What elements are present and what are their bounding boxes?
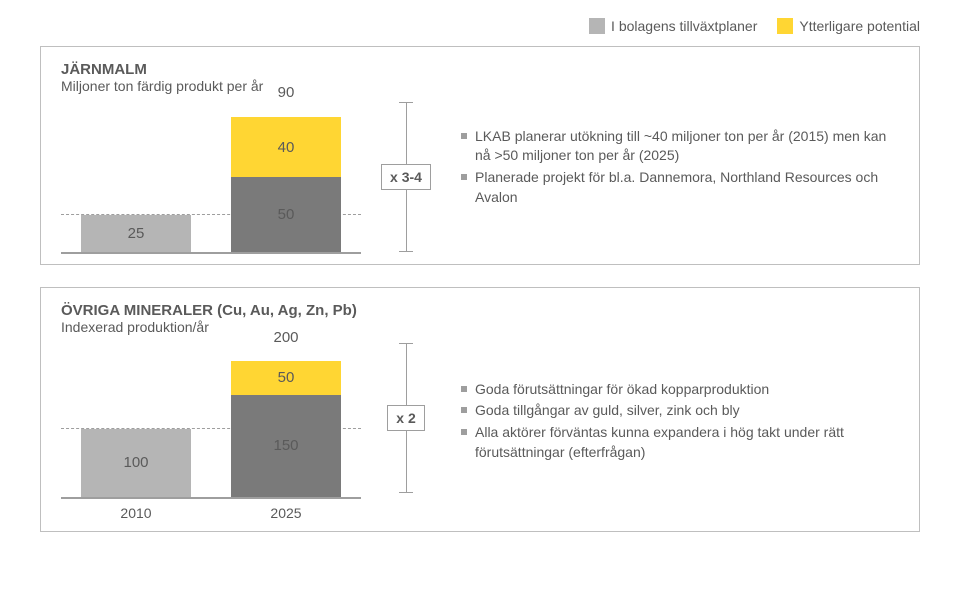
bullet-item: Goda tillgångar av guld, silver, zink oc… [461, 401, 899, 421]
bar-segment: 25 [81, 215, 191, 253]
legend-item-potential: Ytterligare potential [777, 18, 920, 34]
bar-total-label: 90 [231, 84, 341, 101]
bar-segment: 150 [231, 395, 341, 497]
bar-segment: 50 [231, 177, 341, 252]
section1-subtitle: Miljoner ton färdig produkt per år [61, 78, 899, 94]
section2-bars: 100 20015050 [61, 349, 361, 499]
legend-swatch-plan [589, 18, 605, 34]
legend-label-potential: Ytterligare potential [799, 18, 920, 34]
mult-line-icon [406, 344, 407, 405]
bar-segment: 40 [231, 117, 341, 177]
bar-column: 25 [81, 104, 191, 252]
bar-column: 100 [81, 349, 191, 497]
axis-label-2010: 2010 [81, 505, 191, 521]
mult-cap-bot-icon [399, 251, 413, 252]
section1-row: 25 905040 x 3-4 LKAB planerar utökning ti… [61, 102, 899, 254]
section2-chart: 100 20015050 2010 2025 [61, 349, 361, 521]
section2-axis: 2010 2025 [61, 505, 361, 521]
section2-bullets: Goda förutsättningar för ökad kopparprod… [461, 380, 899, 484]
bullet-item: Planerade projekt för bl.a. Dannemora, N… [461, 168, 899, 207]
bar-segment: 100 [81, 429, 191, 497]
bullet-item: LKAB planerar utökning till ~40 miljoner… [461, 127, 899, 166]
mult-cap-bot-icon [399, 492, 413, 493]
legend-swatch-potential [777, 18, 793, 34]
mult-line-icon [406, 431, 407, 492]
legend-item-plan: I bolagens tillväxtplaner [589, 18, 757, 34]
bullet-item: Goda förutsättningar för ökad kopparprod… [461, 380, 899, 400]
section2-title: ÖVRIGA MINERALER (Cu, Au, Ag, Zn, Pb) [61, 302, 899, 319]
section-ovriga: ÖVRIGA MINERALER (Cu, Au, Ag, Zn, Pb) In… [40, 287, 920, 532]
legend-label-plan: I bolagens tillväxtplaner [611, 18, 757, 34]
section1-multiplier: x 3-4 [371, 102, 441, 252]
bullet-item: Alla aktörer förväntas kunna expandera i… [461, 423, 899, 462]
mult-line-icon [406, 190, 407, 251]
section1-bars: 25 905040 [61, 104, 361, 254]
bar-segment: 50 [231, 361, 341, 395]
section2-multiplier: x 2 [371, 343, 441, 493]
section2-row: 100 20015050 2010 2025 x 2 Goda förutsätt… [61, 343, 899, 521]
section-jarnmalm: JÄRNMALM Miljoner ton färdig produkt per… [40, 46, 920, 265]
axis-label-2025: 2025 [231, 505, 341, 521]
bar-column: 20015050 [231, 349, 341, 497]
bar-total-label: 200 [231, 329, 341, 346]
bar-column: 905040 [231, 104, 341, 252]
section1-chart: 25 905040 [61, 104, 361, 254]
mult-line-icon [406, 103, 407, 164]
section1-bullets: LKAB planerar utökning till ~40 miljoner… [461, 127, 899, 229]
legend: I bolagens tillväxtplaner Ytterligare po… [40, 18, 920, 34]
section1-title: JÄRNMALM [61, 61, 899, 78]
section2-subtitle: Indexerad produktion/år [61, 319, 899, 335]
section1-mult-label: x 3-4 [381, 164, 431, 190]
section2-mult-label: x 2 [387, 405, 424, 431]
